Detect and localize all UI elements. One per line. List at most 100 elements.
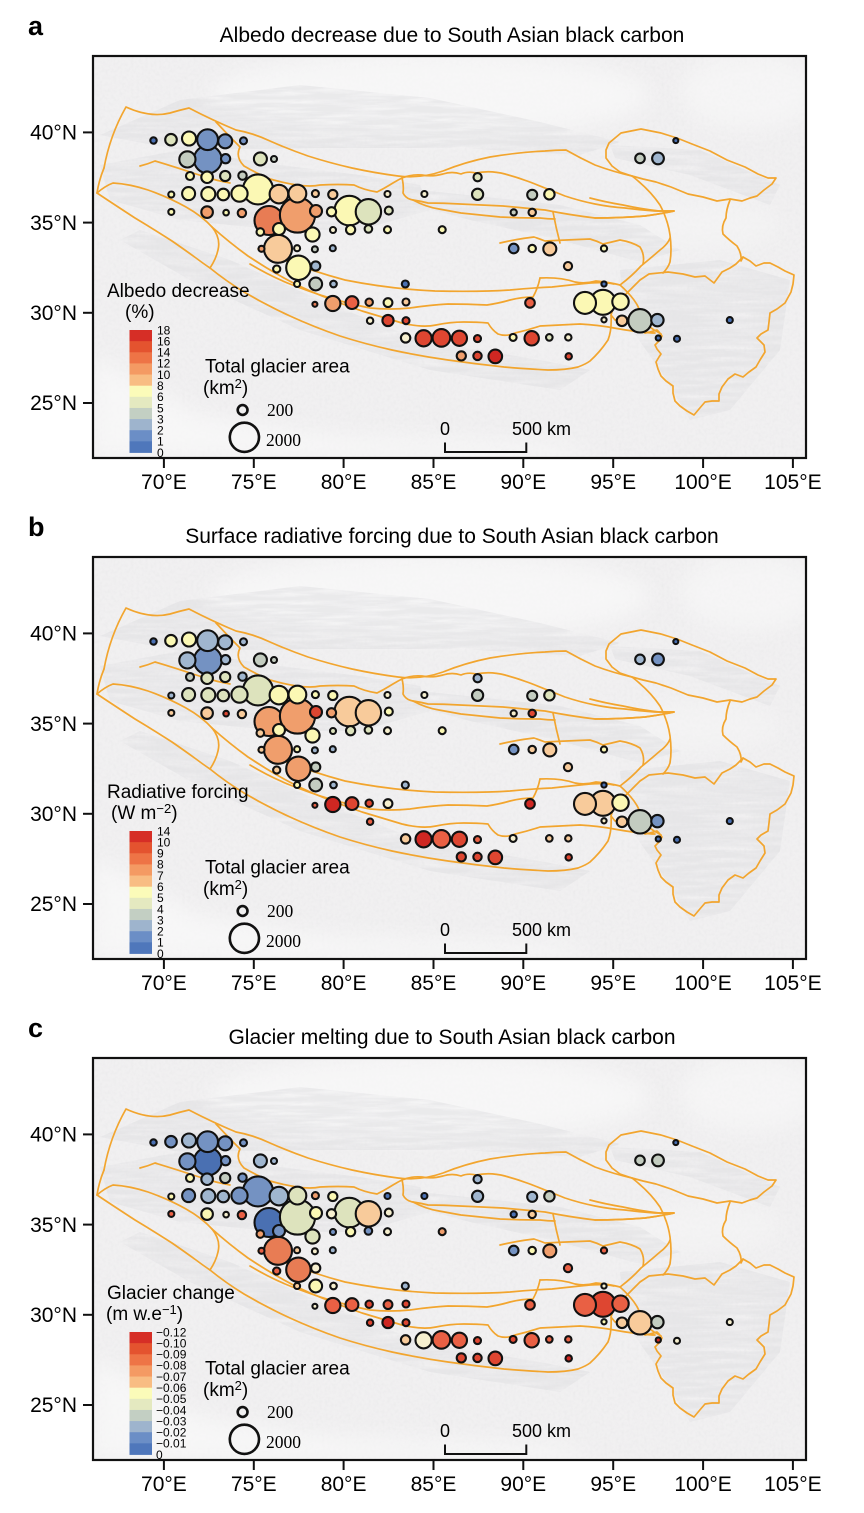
svg-text:8: 8 <box>157 858 164 872</box>
svg-text:6: 6 <box>157 880 164 894</box>
svg-text:−0.08: −0.08 <box>156 1359 187 1373</box>
svg-text:Total glacier area: Total glacier area <box>205 858 350 879</box>
svg-text:14: 14 <box>157 824 171 838</box>
svg-text:b: b <box>28 512 45 542</box>
svg-text:(%): (%) <box>125 302 155 323</box>
svg-text:200: 200 <box>267 1402 294 1422</box>
svg-text:16: 16 <box>157 334 171 348</box>
svg-text:(km2): (km2) <box>203 1378 248 1401</box>
svg-text:Total glacier area: Total glacier area <box>205 357 350 378</box>
svg-text:500 km: 500 km <box>512 1421 571 1441</box>
svg-text:70°E: 70°E <box>141 972 187 995</box>
svg-text:40°N: 40°N <box>30 122 77 145</box>
svg-text:12: 12 <box>157 357 171 371</box>
svg-text:85°E: 85°E <box>411 1473 457 1496</box>
svg-text:0: 0 <box>440 1421 450 1441</box>
svg-text:25°N: 25°N <box>30 893 77 916</box>
svg-text:7: 7 <box>157 869 164 883</box>
svg-text:Glacier melting due to South A: Glacier melting due to South Asian black… <box>228 1026 675 1049</box>
svg-text:0: 0 <box>440 920 450 940</box>
svg-text:80°E: 80°E <box>321 471 367 494</box>
svg-text:105°E: 105°E <box>764 1473 821 1496</box>
svg-text:18: 18 <box>157 323 171 337</box>
svg-text:40°N: 40°N <box>30 1124 77 1147</box>
svg-text:9: 9 <box>157 847 164 861</box>
svg-text:Glacier change: Glacier change <box>107 1283 235 1304</box>
svg-text:500 km: 500 km <box>512 920 571 940</box>
svg-text:2000: 2000 <box>266 430 301 450</box>
svg-text:−0.03: −0.03 <box>156 1414 187 1428</box>
svg-text:c: c <box>28 1013 43 1043</box>
svg-text:1: 1 <box>157 936 164 950</box>
svg-text:(km2): (km2) <box>203 877 248 900</box>
svg-text:−0.02: −0.02 <box>156 1426 187 1440</box>
svg-text:−0.12: −0.12 <box>156 1325 187 1339</box>
svg-text:95°E: 95°E <box>590 972 636 995</box>
svg-text:75°E: 75°E <box>231 1473 277 1496</box>
svg-text:35°N: 35°N <box>30 713 77 736</box>
svg-text:100°E: 100°E <box>674 972 731 995</box>
svg-text:200: 200 <box>267 901 294 921</box>
svg-text:10: 10 <box>157 835 171 849</box>
svg-text:90°E: 90°E <box>500 972 546 995</box>
svg-text:75°E: 75°E <box>231 972 277 995</box>
svg-text:0: 0 <box>157 947 164 961</box>
svg-text:2: 2 <box>157 925 164 939</box>
svg-text:30°N: 30°N <box>30 302 77 325</box>
svg-text:−0.10: −0.10 <box>156 1336 187 1350</box>
svg-text:200: 200 <box>267 400 294 420</box>
svg-text:35°N: 35°N <box>30 1214 77 1237</box>
svg-text:80°E: 80°E <box>321 972 367 995</box>
svg-text:14: 14 <box>157 346 171 360</box>
svg-text:85°E: 85°E <box>411 471 457 494</box>
svg-text:4: 4 <box>157 902 164 916</box>
svg-text:10: 10 <box>157 368 171 382</box>
svg-text:80°E: 80°E <box>321 1473 367 1496</box>
svg-text:90°E: 90°E <box>500 1473 546 1496</box>
svg-text:90°E: 90°E <box>500 471 546 494</box>
svg-text:−0.05: −0.05 <box>156 1392 187 1406</box>
svg-text:Surface radiative forcing due: Surface radiative forcing due to South A… <box>185 525 719 548</box>
svg-text:−0.07: −0.07 <box>156 1370 187 1384</box>
svg-text:25°N: 25°N <box>30 1394 77 1417</box>
svg-text:40°N: 40°N <box>30 623 77 646</box>
svg-text:100°E: 100°E <box>674 471 731 494</box>
svg-text:3: 3 <box>157 412 164 426</box>
svg-text:Radiative forcing: Radiative forcing <box>107 782 249 803</box>
svg-text:75°E: 75°E <box>231 471 277 494</box>
svg-text:2: 2 <box>157 424 164 438</box>
svg-text:30°N: 30°N <box>30 803 77 826</box>
svg-text:105°E: 105°E <box>764 471 821 494</box>
svg-text:3: 3 <box>157 913 164 927</box>
svg-text:35°N: 35°N <box>30 212 77 235</box>
svg-text:(km2): (km2) <box>203 376 248 399</box>
svg-text:500 km: 500 km <box>512 419 571 439</box>
svg-text:70°E: 70°E <box>141 471 187 494</box>
svg-text:−0.01: −0.01 <box>156 1437 187 1451</box>
svg-text:95°E: 95°E <box>590 1473 636 1496</box>
svg-text:70°E: 70°E <box>141 1473 187 1496</box>
svg-text:25°N: 25°N <box>30 392 77 415</box>
svg-text:30°N: 30°N <box>30 1304 77 1327</box>
svg-text:1: 1 <box>157 435 164 449</box>
svg-text:6: 6 <box>157 390 164 404</box>
svg-text:Total glacier area: Total glacier area <box>205 1359 350 1380</box>
svg-text:0: 0 <box>440 419 450 439</box>
svg-text:−0.09: −0.09 <box>156 1348 187 1362</box>
svg-text:−0.06: −0.06 <box>156 1381 187 1395</box>
svg-text:8: 8 <box>157 379 164 393</box>
svg-text:2000: 2000 <box>266 931 301 951</box>
svg-text:Albedo decrease: Albedo decrease <box>107 281 250 302</box>
svg-text:5: 5 <box>157 401 164 415</box>
svg-text:2000: 2000 <box>266 1432 301 1452</box>
svg-text:Albedo decrease due to South A: Albedo decrease due to South Asian black… <box>220 24 685 47</box>
svg-text:−0.04: −0.04 <box>156 1403 187 1417</box>
svg-text:105°E: 105°E <box>764 972 821 995</box>
svg-text:95°E: 95°E <box>590 471 636 494</box>
svg-text:0: 0 <box>156 1448 163 1462</box>
svg-text:0: 0 <box>157 446 164 460</box>
svg-text:a: a <box>28 11 44 41</box>
svg-text:5: 5 <box>157 891 164 905</box>
svg-text:85°E: 85°E <box>411 972 457 995</box>
svg-text:100°E: 100°E <box>674 1473 731 1496</box>
